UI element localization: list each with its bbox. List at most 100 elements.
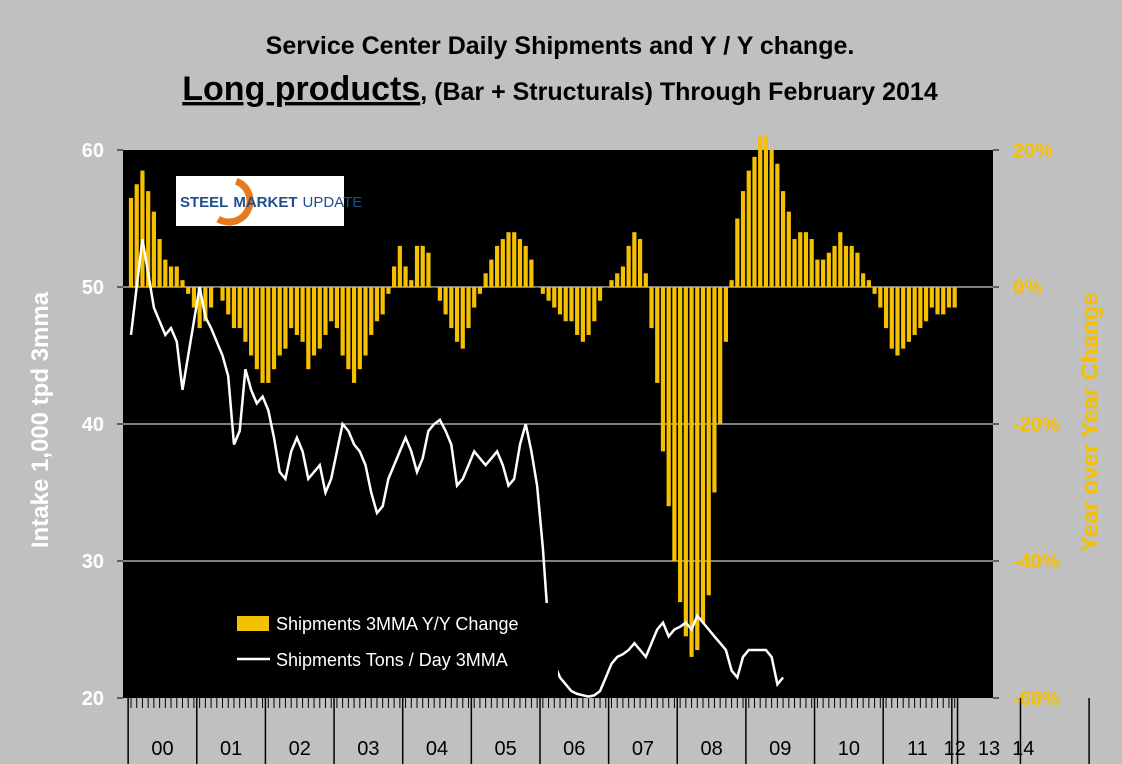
year-label: 10 <box>838 738 860 760</box>
legend-bar-swatch <box>237 616 269 631</box>
bar <box>557 287 563 315</box>
bar <box>855 252 860 287</box>
bar <box>380 287 385 315</box>
bar <box>895 287 900 356</box>
bar <box>477 287 483 294</box>
bar <box>620 266 626 287</box>
bar <box>323 287 328 335</box>
year-label: 09 <box>769 738 791 760</box>
bar <box>923 287 929 322</box>
bar <box>186 287 191 294</box>
year-label: 06 <box>563 738 585 760</box>
bar <box>569 287 574 322</box>
bar <box>283 287 288 349</box>
chart-title-emphasis: Long products <box>182 70 420 108</box>
bar <box>317 287 322 349</box>
bar <box>506 232 511 287</box>
bar <box>277 287 282 356</box>
left-tick-label: 40 <box>82 414 104 436</box>
bar <box>289 287 294 329</box>
bar <box>718 287 723 424</box>
bar <box>826 252 831 287</box>
bar <box>386 287 391 294</box>
bar <box>609 280 614 287</box>
chart-title-rest: , (Bar + Structurals) Through February 2… <box>420 78 938 106</box>
bar <box>866 280 871 287</box>
bar <box>883 287 889 329</box>
logo-text-steel: STEEL <box>180 194 228 211</box>
logo-swoosh-icon <box>204 176 254 226</box>
bar <box>483 273 488 287</box>
year-label: 02 <box>289 738 311 760</box>
bar <box>128 197 134 287</box>
right-tick-label: -60% <box>1013 688 1060 710</box>
bar <box>237 287 242 329</box>
year-label: 05 <box>495 738 517 760</box>
bar <box>815 259 820 287</box>
bar <box>426 252 431 287</box>
bar <box>552 287 557 308</box>
bar <box>712 287 717 493</box>
bar <box>672 287 677 561</box>
bar <box>472 287 477 308</box>
chart-title-line1: Service Center Daily Shipments and Y / Y… <box>266 32 855 60</box>
bar <box>655 287 660 383</box>
bar <box>729 280 734 287</box>
bar <box>403 266 408 287</box>
bar <box>340 287 345 356</box>
bar <box>706 287 711 596</box>
bar <box>580 287 585 342</box>
y-axis-left-label: Intake 1,000 tpd 3mma <box>27 291 54 548</box>
bar <box>769 150 774 287</box>
logo-background <box>176 176 344 226</box>
bar <box>454 287 460 342</box>
bar <box>254 287 259 370</box>
bar <box>615 273 620 287</box>
bar <box>643 273 648 287</box>
left-tick-label: 20 <box>82 688 104 710</box>
left-tick-label: 60 <box>82 140 104 162</box>
bar <box>603 287 608 288</box>
bar <box>231 287 237 329</box>
bar <box>843 245 849 287</box>
bar <box>271 287 277 370</box>
bar <box>798 232 803 287</box>
bar <box>952 287 957 308</box>
bar <box>723 287 728 342</box>
bar <box>586 287 591 335</box>
bar <box>157 239 162 287</box>
year-label: 12 <box>944 738 966 760</box>
bar <box>700 287 706 623</box>
bar <box>140 170 145 287</box>
bar <box>786 211 791 287</box>
bar <box>735 218 740 287</box>
bar <box>151 211 156 287</box>
bar <box>134 184 139 287</box>
bar <box>443 287 448 315</box>
bar <box>872 287 877 294</box>
bar <box>523 245 528 287</box>
bar <box>529 259 534 287</box>
right-tick-label: 20% <box>1013 140 1053 162</box>
bar <box>220 287 225 301</box>
steel-market-update-logo: STEEL MARKET UPDATE <box>176 176 362 226</box>
bar <box>294 287 299 335</box>
bar <box>803 232 809 287</box>
bar <box>809 239 814 287</box>
bar <box>695 287 700 651</box>
right-tick-label: -20% <box>1013 414 1060 436</box>
right-tick-label: -40% <box>1013 551 1060 573</box>
bar <box>746 170 751 287</box>
bar <box>792 239 797 287</box>
bar <box>637 239 643 287</box>
bar <box>678 287 683 603</box>
year-label: 14 <box>1012 738 1034 760</box>
bar <box>146 191 151 287</box>
bar <box>437 287 442 301</box>
bar <box>214 287 219 288</box>
bar <box>494 245 500 287</box>
bar <box>191 287 197 308</box>
bar <box>460 287 465 349</box>
bar <box>168 266 174 287</box>
